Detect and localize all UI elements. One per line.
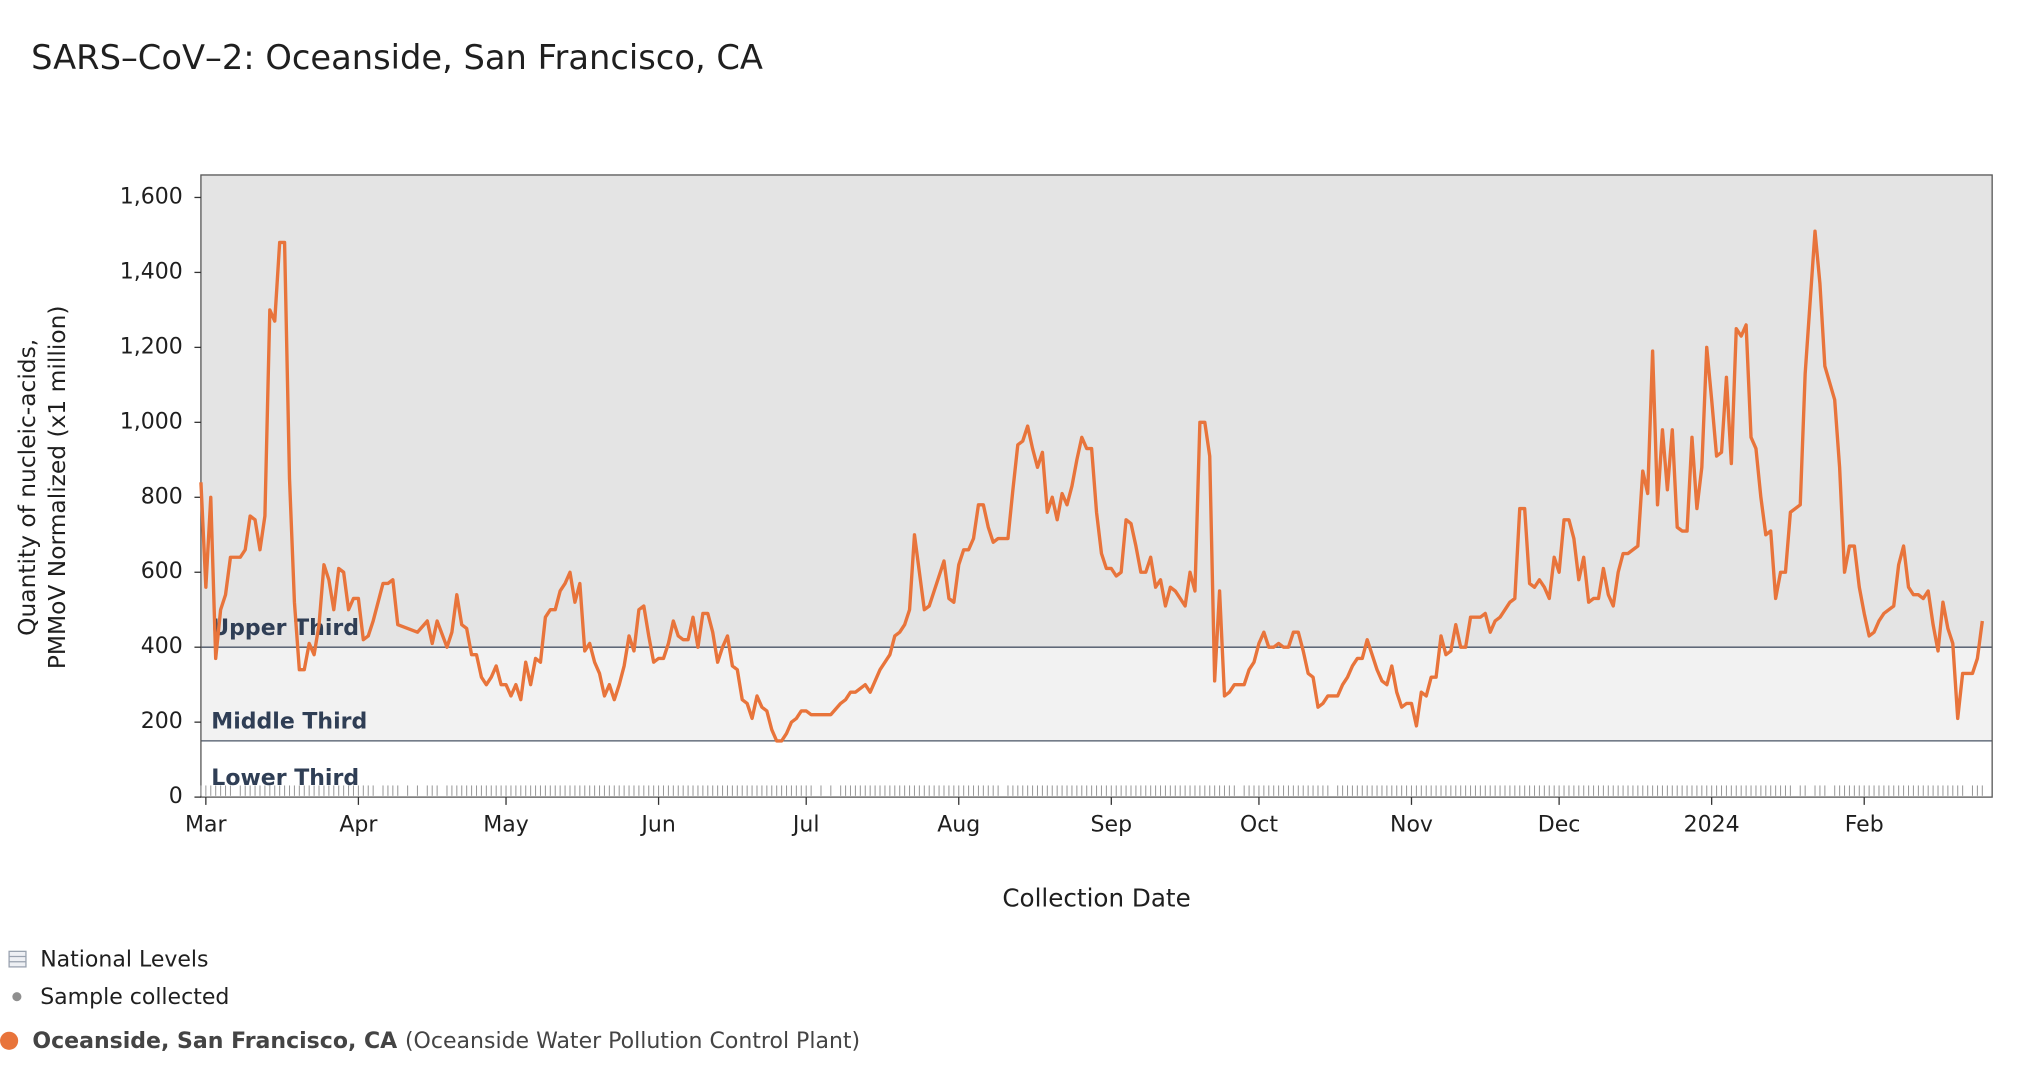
x-tick-label: Oct xyxy=(1240,813,1278,838)
x-tick-label: May xyxy=(483,813,529,838)
x-tick-label: Aug xyxy=(937,813,980,838)
band-label: Upper Third xyxy=(211,616,359,641)
legend-label: Sample collected xyxy=(40,985,229,1010)
legend-series-name: Oceanside, San Francisco, CA xyxy=(32,1029,397,1054)
x-tick-label: Mar xyxy=(185,813,227,838)
x-axis-label: Collection Date xyxy=(1002,884,1190,913)
y-tick-label: 200 xyxy=(141,709,183,734)
y-tick-label: 600 xyxy=(141,559,183,584)
legend-series-note: (Oceanside Water Pollution Control Plant… xyxy=(405,1029,860,1054)
y-tick-label: 800 xyxy=(141,484,183,509)
x-tick-label: Jul xyxy=(791,813,820,838)
x-tick-label: Feb xyxy=(1845,813,1884,838)
legend-label: National Levels xyxy=(40,947,208,972)
x-tick-label: 2024 xyxy=(1684,813,1740,838)
x-tick-label: Dec xyxy=(1538,813,1581,838)
y-tick-label: 0 xyxy=(169,784,183,809)
y-tick-label: 400 xyxy=(141,634,183,659)
y-tick-label: 1,400 xyxy=(120,259,183,284)
legend-swatch xyxy=(8,950,27,968)
legend-swatch xyxy=(12,992,22,1002)
band xyxy=(200,174,1993,648)
legend-label: Oceanside, San Francisco, CA (Oceanside W… xyxy=(32,1029,860,1054)
plot-area: Lower Third Middle Third Upper Third 0 200 40… xyxy=(120,174,1993,838)
x-tick-label: Sep xyxy=(1091,813,1133,838)
y-axis-label: PMMoV Normalized (x1 million) xyxy=(43,306,71,670)
y-tick-label: 1,000 xyxy=(120,409,183,434)
chart-title: SARS–CoV–2: Oceanside, San Francisco, CA xyxy=(31,38,763,77)
x-tick-label: Apr xyxy=(339,813,378,838)
y-axis-label: Quantity of nucleic-acids, xyxy=(13,339,41,636)
series-line xyxy=(199,229,1984,743)
x-tick-label: Nov xyxy=(1390,813,1433,838)
legend: National Levels Sample collected Oceansi… xyxy=(0,947,860,1054)
x-tick-label: Jun xyxy=(639,813,675,838)
band xyxy=(200,647,1993,741)
band-label: Lower Third xyxy=(211,766,359,791)
y-tick-label: 1,600 xyxy=(120,184,183,209)
band-label: Middle Third xyxy=(211,710,367,735)
y-tick-label: 1,200 xyxy=(120,334,183,359)
legend-swatch xyxy=(0,1031,19,1050)
